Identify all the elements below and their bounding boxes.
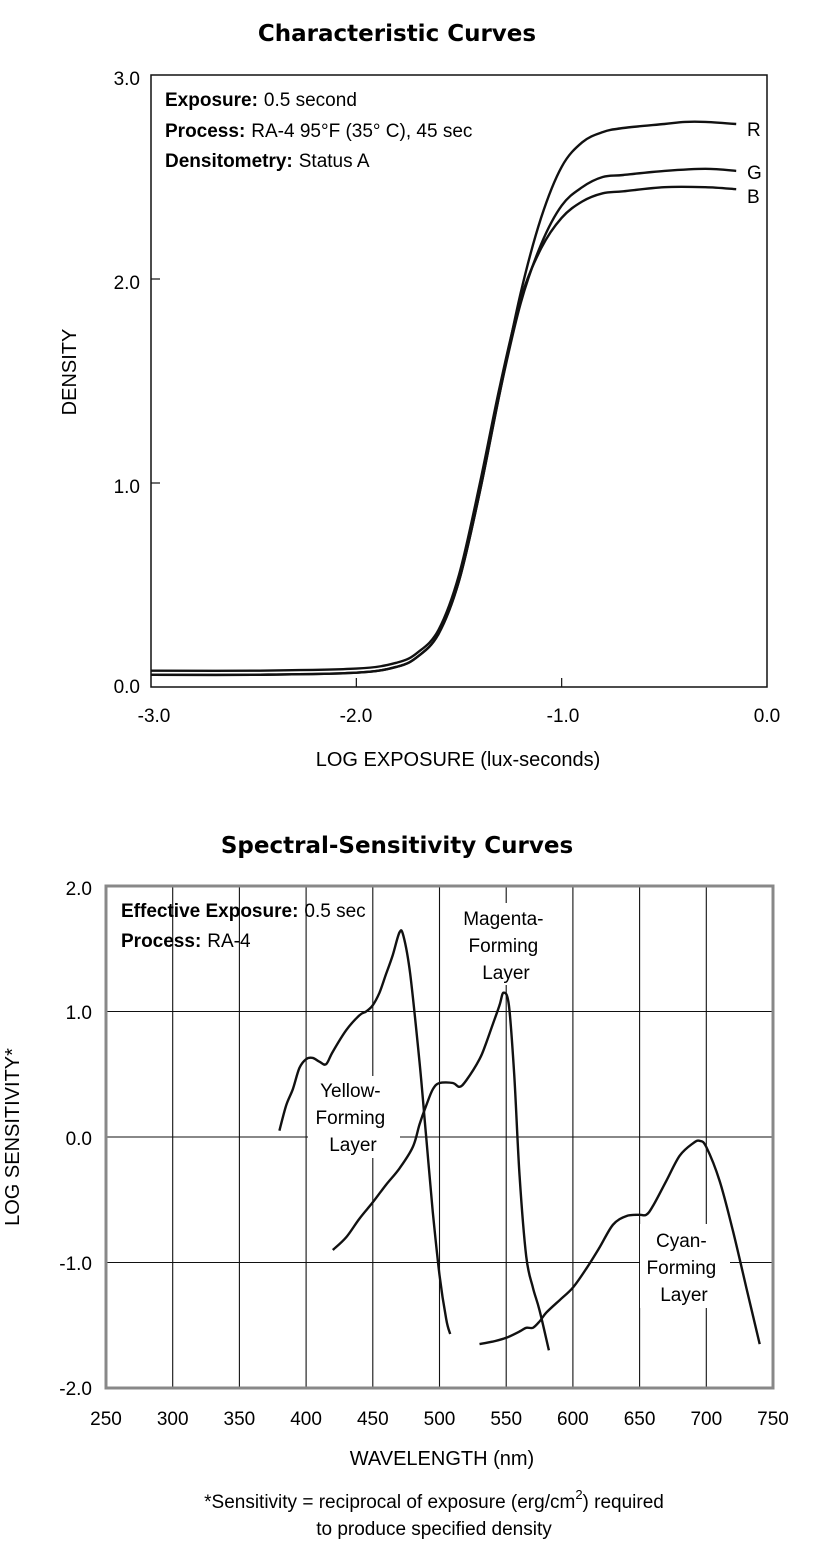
characteristic-x-axis-label: LOG EXPOSURE (lux-seconds)	[316, 749, 601, 771]
series-line-cyan	[479, 1139, 761, 1346]
y-tick-label: -2.0	[59, 1379, 92, 1400]
x-tick-label: -3.0	[138, 706, 171, 727]
characteristic-x-tick-labels: -3.0 -2.0 -1.0 0.0	[138, 706, 781, 727]
note-value: RA-4 95°F (35° C), 45 sec	[251, 121, 472, 142]
spectral-x-tick-labels: 250 300 350 400 450 500 550 600 650 700 750	[90, 1409, 789, 1430]
x-tick-label: 550	[490, 1409, 522, 1430]
x-tick-label: 450	[357, 1409, 389, 1430]
x-tick-label: 500	[424, 1409, 456, 1430]
svg-text:Densitometry:Status A: Densitometry: Status A	[165, 151, 370, 172]
spectral-y-axis-label: LOG SENSITIVITY*	[2, 1048, 24, 1226]
note-label: Process:	[165, 121, 245, 142]
label-line: Forming	[469, 936, 539, 957]
label-line: Layer	[329, 1135, 377, 1156]
characteristic-y-axis-label: DENSITY	[59, 329, 81, 416]
x-tick-label: 650	[624, 1409, 656, 1430]
y-tick-label: 1.0	[66, 1003, 92, 1024]
note-label: Process:	[121, 931, 201, 952]
characteristic-series-labels: R G B	[747, 120, 762, 208]
series-label-yellow: Yellow- Forming Layer	[316, 1081, 391, 1156]
footnote-line-2: to produce specified density	[316, 1519, 552, 1540]
spectral-footnote: *Sensitivity = reciprocal of exposure (e…	[204, 1487, 664, 1540]
y-tick-label: 1.0	[114, 477, 140, 498]
label-backdrop	[308, 1076, 400, 1158]
y-tick-label: 2.0	[114, 273, 140, 294]
note-label: Densitometry:	[165, 151, 293, 172]
x-tick-label: 700	[690, 1409, 722, 1430]
spectral-title: Spectral-Sensitivity Curves	[221, 833, 573, 859]
characteristic-axis-ticks	[151, 278, 563, 687]
svg-text:Process:RA-4: Process: RA-4	[121, 931, 251, 952]
characteristic-notes: Exposure: 0.5 second Process: RA-4 95°F (3…	[165, 90, 472, 172]
label-line: Cyan-	[656, 1231, 707, 1252]
characteristic-title: Characteristic Curves	[258, 21, 536, 47]
series-line-b	[150, 185, 737, 673]
spectral-x-axis-label: WAVELENGTH (nm)	[350, 1448, 534, 1470]
x-tick-label: -2.0	[340, 706, 373, 727]
y-tick-label: 2.0	[66, 879, 92, 900]
x-tick-label: 600	[557, 1409, 589, 1430]
series-line-yellow	[278, 929, 452, 1335]
label-backdrop	[452, 903, 562, 985]
series-label-g: G	[747, 163, 762, 184]
label-line: Layer	[660, 1285, 708, 1306]
x-tick-label: 0.0	[754, 706, 780, 727]
note-label: Effective Exposure:	[121, 901, 298, 922]
label-line: Forming	[316, 1108, 386, 1129]
characteristic-frame	[150, 74, 768, 688]
series-line-magenta	[331, 991, 551, 1351]
label-backdrop	[640, 1224, 730, 1308]
label-line: Forming	[647, 1258, 717, 1279]
spectral-series-lines	[278, 929, 761, 1351]
spectral-chart: Spectral-Sensitivity Curves 2.0 1.0 0.0 …	[2, 833, 789, 1540]
note-value: RA-4	[207, 931, 251, 952]
x-tick-label: 350	[224, 1409, 256, 1430]
series-line-r	[150, 120, 737, 677]
x-tick-label: 400	[290, 1409, 322, 1430]
footnote-text: ) required	[583, 1492, 664, 1513]
footnote-text: *Sensitivity = reciprocal of exposure (e…	[204, 1492, 575, 1513]
svg-text:Effective Exposure:0.5 sec: Effective Exposure: 0.5 sec	[121, 901, 366, 922]
x-tick-label: -1.0	[547, 706, 580, 727]
note-value: Status A	[299, 151, 370, 172]
label-line: Layer	[482, 963, 530, 984]
x-tick-label: 250	[90, 1409, 122, 1430]
characteristic-y-tick-labels: 3.0 2.0 1.0 0.0	[114, 69, 140, 698]
label-line: Magenta-	[463, 909, 543, 930]
y-tick-label: 0.0	[66, 1129, 92, 1150]
y-tick-label: -1.0	[59, 1254, 92, 1275]
characteristic-chart: Characteristic Curves 3.0 2.0 1.0 0.0 -3…	[59, 21, 780, 771]
note-value: 0.5 sec	[304, 901, 365, 922]
spectral-series-labels: Yellow- Forming Layer Magenta- Forming L…	[308, 903, 730, 1308]
series-label-cyan: Cyan- Forming Layer	[647, 1231, 722, 1306]
footnote-superscript: 2	[575, 1487, 582, 1502]
series-label-magenta: Magenta- Forming Layer	[463, 909, 549, 984]
note-label: Exposure:	[165, 90, 258, 111]
spectral-frame	[104, 884, 775, 1390]
characteristic-series-lines	[150, 120, 737, 677]
label-line: Yellow-	[320, 1081, 381, 1102]
x-tick-label: 300	[157, 1409, 189, 1430]
series-label-b: B	[747, 187, 760, 208]
spectral-grid	[106, 886, 773, 1388]
footnote-line-1: *Sensitivity = reciprocal of exposure (e…	[204, 1487, 664, 1513]
spectral-notes: Effective Exposure: 0.5 sec Process: RA-4	[121, 901, 366, 952]
svg-text:Process:RA-4 95°F (35° C), 45: Process: RA-4 95°F (35° C), 45 sec	[165, 121, 472, 142]
y-tick-label: 3.0	[114, 69, 140, 90]
x-tick-label: 750	[757, 1409, 789, 1430]
y-tick-label: 0.0	[114, 677, 140, 698]
note-value: 0.5 second	[264, 90, 357, 111]
series-label-r: R	[747, 120, 761, 141]
series-line-g	[150, 167, 737, 677]
svg-text:Exposure:0.5 second: Exposure: 0.5 second	[165, 90, 357, 111]
spectral-y-tick-labels: 2.0 1.0 0.0 -1.0 -2.0	[59, 879, 92, 1400]
